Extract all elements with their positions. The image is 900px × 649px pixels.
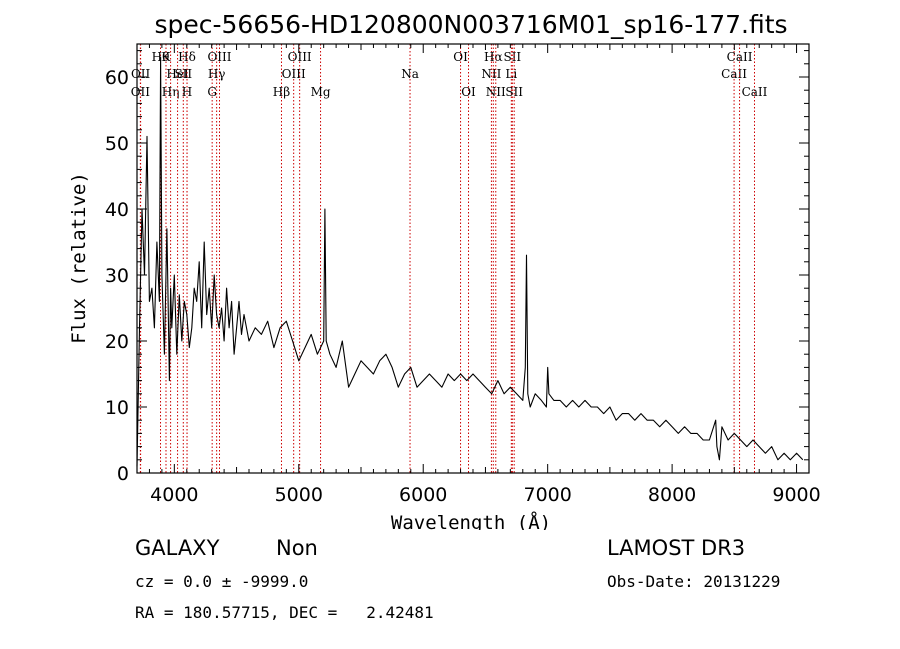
line-marker-label: Hβ — [273, 85, 290, 99]
line-marker-label: OI — [461, 85, 476, 99]
x-tick-label: 5000 — [275, 484, 323, 506]
x-axis: 4000 5000 6000 7000 8000 9000 — [148, 44, 821, 506]
line-marker-label: OI — [453, 50, 468, 64]
line-marker-label: Na — [401, 67, 419, 81]
line-marker-label: HeI — [166, 67, 189, 81]
y-tick-label: 40 — [105, 199, 129, 221]
y-axis-label: Flux (relative) — [68, 172, 90, 344]
x-tick-label: 7000 — [523, 484, 571, 506]
x-tick-label: 6000 — [399, 484, 447, 506]
line-marker-label: Hα — [484, 50, 503, 64]
x-axis-label: Wavelength (Å) — [391, 511, 551, 530]
line-marker-label: Hδ — [178, 50, 196, 64]
line-marker-label: OII — [131, 67, 151, 81]
obs-date: Obs-Date: 20131229 — [607, 572, 781, 591]
y-tick-label: 10 — [105, 397, 129, 419]
object-subclass: Non — [276, 536, 318, 560]
line-marker-label: H — [182, 85, 192, 99]
line-marker-label: NII — [486, 85, 506, 99]
ra-dec: RA = 180.57715, DEC = 2.42481 — [135, 603, 434, 622]
line-marker-label: OIII — [282, 67, 306, 81]
line-marker-label: OIII — [288, 50, 312, 64]
line-marker-label: SII — [505, 85, 523, 99]
line-marker-label: CaII — [721, 67, 747, 81]
line-marker-label: SII — [503, 50, 521, 64]
x-tick-label: 9000 — [772, 484, 820, 506]
survey-name: LAMOST DR3 — [607, 536, 746, 560]
line-marker-label: OIII — [207, 50, 231, 64]
spectrum-line — [136, 56, 804, 467]
y-tick-label: 60 — [105, 67, 129, 89]
spectrum-series — [136, 56, 804, 467]
plot-frame — [136, 43, 810, 474]
chart-title: spec-56656-HD120800N003716M01_sp16-177.f… — [154, 10, 787, 39]
y-tick-label: 30 — [105, 265, 129, 287]
y-tick-label: 50 — [105, 133, 129, 155]
cz-value: cz = 0.0 ± -9999.0 — [135, 572, 309, 591]
line-marker-label: CaII — [727, 50, 753, 64]
line-marker-label: K — [162, 50, 172, 64]
line-marker-label: Hγ — [208, 67, 226, 81]
line-marker-label: Li — [505, 67, 517, 81]
line-marker-label: OII — [131, 85, 151, 99]
line-marker-label: CaII — [742, 85, 768, 99]
line-marker-label: G — [207, 85, 217, 99]
y-tick-label: 0 — [117, 463, 129, 485]
line-marker-label: SII — [174, 67, 192, 81]
object-class: GALAXY — [135, 536, 220, 560]
spectrum-chart: spec-56656-HD120800N003716M01_sp16-177.f… — [68, 10, 821, 530]
line-marker-label: NII — [481, 67, 501, 81]
y-axis: 0 10 20 30 40 50 60 — [105, 50, 809, 485]
y-tick-label: 20 — [105, 331, 129, 353]
line-marker-label: Mg — [311, 85, 331, 99]
x-tick-label: 8000 — [648, 484, 696, 506]
line-marker-label: Hη — [162, 85, 180, 99]
x-tick-label: 4000 — [150, 484, 198, 506]
